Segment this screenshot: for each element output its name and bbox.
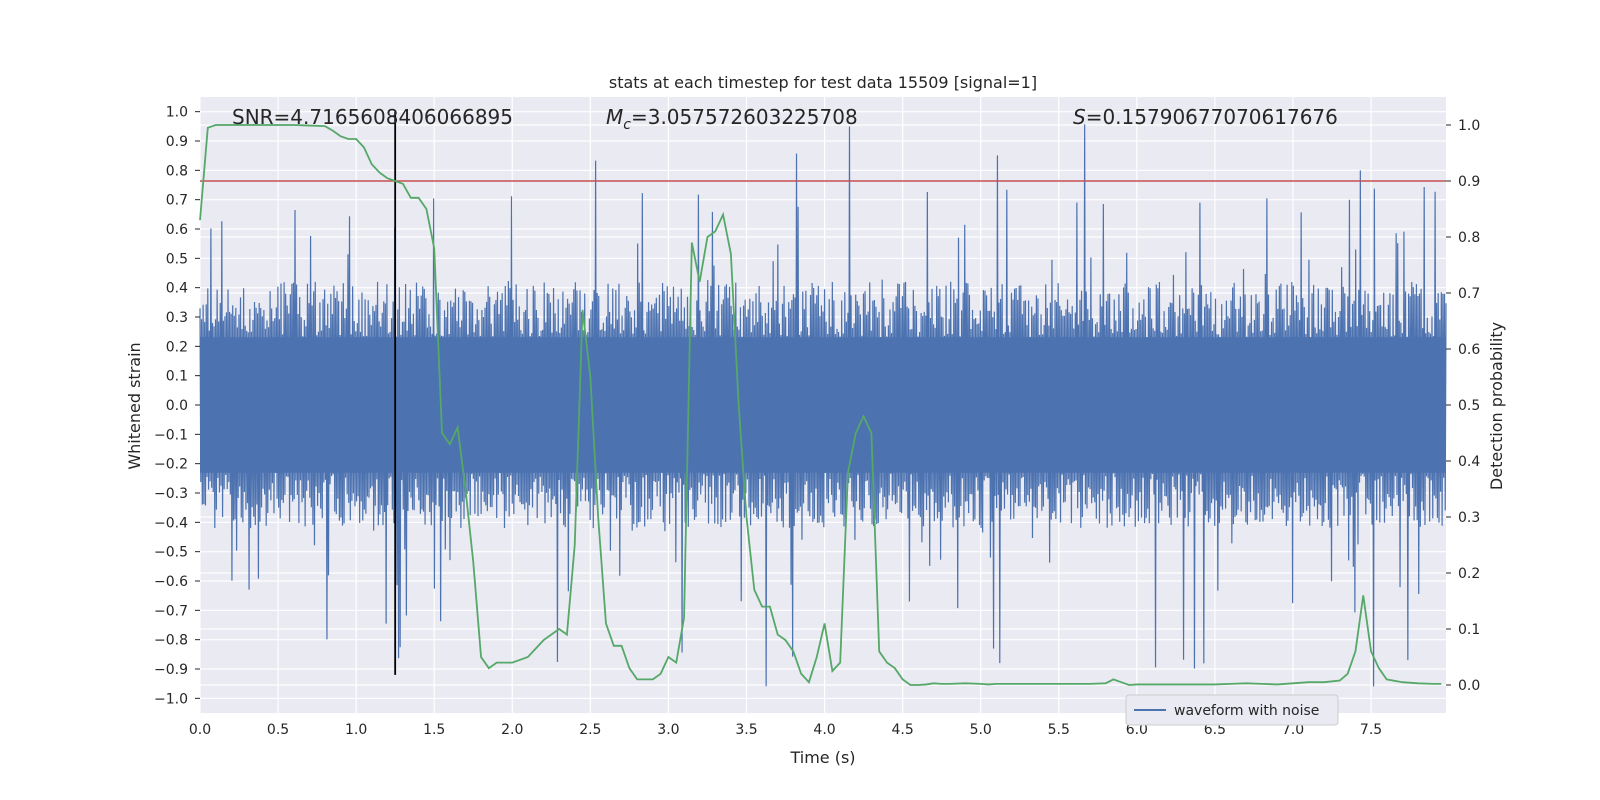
y-left-tick-label: −1.0 <box>154 691 188 707</box>
probability-series <box>199 124 1442 686</box>
y-right-tick-label: 0.4 <box>1458 454 1480 470</box>
y-left-tick-label: 1.0 <box>166 105 188 121</box>
x-tick-label: 5.0 <box>970 722 992 738</box>
y-axis-right: 1.0 0.9 0.8 0.7 0.6 0.5 0.4 0.3 0.2 0.1 0.0 <box>1446 118 1480 694</box>
x-tick-label: 2.0 <box>501 722 523 738</box>
x-tick-label: 3.5 <box>735 722 757 738</box>
chart-title: stats at each timestep for test data 155… <box>609 73 1037 92</box>
y-right-tick-label: 1.0 <box>1458 118 1480 134</box>
x-axis-label: Time (s) <box>789 748 855 767</box>
y-left-tick-label: −0.6 <box>154 574 188 590</box>
y-right-tick-label: 0.8 <box>1458 230 1480 246</box>
y-axis-right-label: Detection probability <box>1487 322 1506 490</box>
y-right-tick-label: 0.7 <box>1458 286 1480 302</box>
x-tick-label: 0.5 <box>267 722 289 738</box>
chirp-mass-symbol: M <box>606 105 623 129</box>
legend-box <box>1125 694 1339 726</box>
y-right-tick-label: 0.9 <box>1458 174 1480 190</box>
y-left-tick-label: −0.3 <box>154 486 188 502</box>
reference-lines <box>200 111 1446 675</box>
chirp-mass-annotation: Mc=3.057572603225708 <box>606 105 858 133</box>
y-left-tick-label: −0.2 <box>154 457 188 473</box>
y-right-tick-label: 0.3 <box>1458 510 1480 526</box>
y-right-tick-label: 0.0 <box>1458 678 1480 694</box>
y-left-tick-label: 0.5 <box>166 251 188 267</box>
x-tick-label: 1.0 <box>345 722 367 738</box>
y-left-tick-label: 0.0 <box>166 398 188 414</box>
y-left-tick-label: −0.5 <box>154 545 188 561</box>
y-left-tick-label: −0.7 <box>154 603 188 619</box>
x-tick-label: 6.5 <box>1204 722 1226 738</box>
y-left-tick-label: −0.9 <box>154 662 188 678</box>
y-left-tick-label: 0.9 <box>166 134 188 150</box>
y-right-tick-label: 0.6 <box>1458 342 1480 358</box>
x-tick-label: 4.5 <box>891 722 913 738</box>
y-left-tick-label: 0.6 <box>166 222 188 238</box>
y-left-tick-label: 0.7 <box>166 193 188 209</box>
probability-line <box>199 124 1442 686</box>
x-tick-label: 0.0 <box>189 722 211 738</box>
legend-label: waveform with noise <box>1174 703 1319 719</box>
waveform-series <box>199 124 1447 687</box>
y-axis-left-label: Whitened strain <box>125 342 144 469</box>
y-left-tick-label: −0.8 <box>154 633 188 649</box>
y-left-tick-label: 0.2 <box>166 339 188 355</box>
y-left-tick-label: −0.1 <box>154 427 188 443</box>
x-tick-label: 6.0 <box>1126 722 1148 738</box>
y-right-tick-label: 0.1 <box>1458 622 1480 638</box>
snr-annotation: SNR=4.7165608406066895 <box>232 105 513 129</box>
x-axis: 0.0 0.5 1.0 1.5 2.0 2.5 3.0 3.5 4.0 4.5 5.0 5.5 6.0 6… <box>189 722 1382 738</box>
y-axis-left: 1.0 0.9 0.8 0.7 0.6 0.5 0.4 0.3 0.2 0.1 0.0 −0.1 −0.… <box>154 105 200 707</box>
chirp-mass-value: =3.057572603225708 <box>631 105 858 129</box>
s-symbol: S <box>1073 105 1086 129</box>
y-right-tick-label: 0.5 <box>1458 398 1480 414</box>
legend: waveform with noise <box>1125 694 1339 726</box>
waveform-core-band <box>200 337 1446 473</box>
x-tick-label: 1.5 <box>423 722 445 738</box>
y-left-tick-label: 0.1 <box>166 369 188 385</box>
y-left-tick-label: 0.8 <box>166 163 188 179</box>
x-tick-label: 7.0 <box>1282 722 1304 738</box>
x-tick-label: 4.0 <box>813 722 835 738</box>
x-tick-label: 3.0 <box>657 722 679 738</box>
y-left-tick-label: −0.4 <box>154 515 188 531</box>
chirp-mass-subscript: c <box>623 117 631 133</box>
s-annotation: S=0.15790677070617676 <box>1073 105 1338 129</box>
x-tick-label: 5.5 <box>1048 722 1070 738</box>
x-tick-label: 7.5 <box>1360 722 1382 738</box>
x-tick-label: 2.5 <box>579 722 601 738</box>
y-left-tick-label: 0.4 <box>166 281 188 297</box>
y-right-tick-label: 0.2 <box>1458 566 1480 582</box>
s-value: =0.15790677070617676 <box>1086 105 1338 129</box>
y-left-tick-label: 0.3 <box>166 310 188 326</box>
